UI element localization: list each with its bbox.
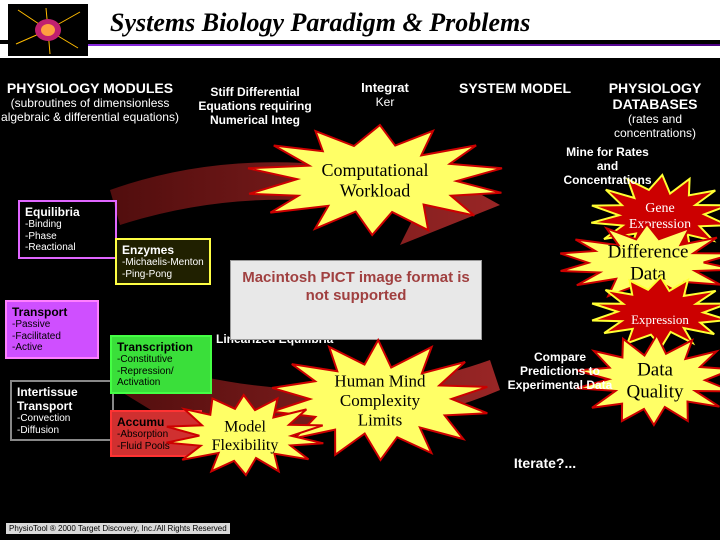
starburst-difference-text: Data bbox=[630, 264, 666, 285]
starburst-protein-text: Expression bbox=[631, 312, 689, 327]
module-transport-items: -Passive-Facilitated-Active bbox=[12, 319, 92, 354]
starburst-gene-text: Expression bbox=[629, 217, 691, 232]
neuron-icon bbox=[8, 4, 88, 56]
footer-copyright: PhysioTool ® 2000 Target Discovery, Inc.… bbox=[6, 523, 230, 534]
iterate-annotation: Iterate?... bbox=[500, 455, 590, 471]
starburst-protein bbox=[592, 277, 720, 347]
starburst-gene-text: Gene bbox=[645, 201, 675, 216]
starburst-difference-text: Difference bbox=[608, 242, 689, 263]
starburst-gene bbox=[591, 175, 720, 255]
compare-annotation: Compare Predictions to Experimental Data bbox=[505, 350, 615, 392]
starburst-dataquality-text: Quality bbox=[627, 382, 684, 403]
pict-unsupported-box: Macintosh PICT image format is not suppo… bbox=[230, 260, 482, 340]
module-intertissue-items: -Convection-Diffusion bbox=[17, 413, 107, 436]
module-enzymes-items: -Michaelis-Menton-Ping-Pong bbox=[122, 257, 204, 280]
mine-annotation: Mine for Rates and Concentrations bbox=[555, 145, 660, 187]
col-system-model: SYSTEM MODEL bbox=[440, 80, 590, 140]
module-intertissue: Intertissue Transport -Convection-Diffus… bbox=[10, 380, 114, 441]
module-enzymes: Enzymes -Michaelis-Menton-Ping-Pong bbox=[115, 238, 211, 285]
col-databases: PHYSIOLOGY DATABASES (rates and concentr… bbox=[590, 80, 720, 140]
module-equilibria-items: -Binding-Phase-Reactional bbox=[25, 219, 110, 254]
col-physiology-modules: PHYSIOLOGY MODULES (subroutines of dimen… bbox=[0, 80, 180, 140]
title-underline bbox=[70, 44, 720, 46]
module-accumulation: Accumu -Absorption-Fluid Pools bbox=[110, 410, 202, 457]
col-integration: Integrat Ker bbox=[330, 80, 440, 140]
page-title: Systems Biology Paradigm & Problems bbox=[0, 0, 720, 40]
column-headers: PHYSIOLOGY MODULES (subroutines of dimen… bbox=[0, 80, 720, 140]
module-accum-items: -Absorption-Fluid Pools bbox=[117, 429, 195, 452]
module-transcription: Transcription -Constitutive-Repression/ … bbox=[110, 335, 212, 394]
starburst-dataquality-text: Data bbox=[637, 360, 673, 381]
module-transport: Transport -Passive-Facilitated-Active bbox=[5, 300, 99, 359]
col-stiff: Stiff Differential Equations requiring N… bbox=[180, 80, 330, 140]
module-transcription-items: -Constitutive-Repression/ Activation bbox=[117, 354, 205, 389]
module-equilibria: Equilibria -Binding-Phase-Reactional bbox=[18, 200, 117, 259]
